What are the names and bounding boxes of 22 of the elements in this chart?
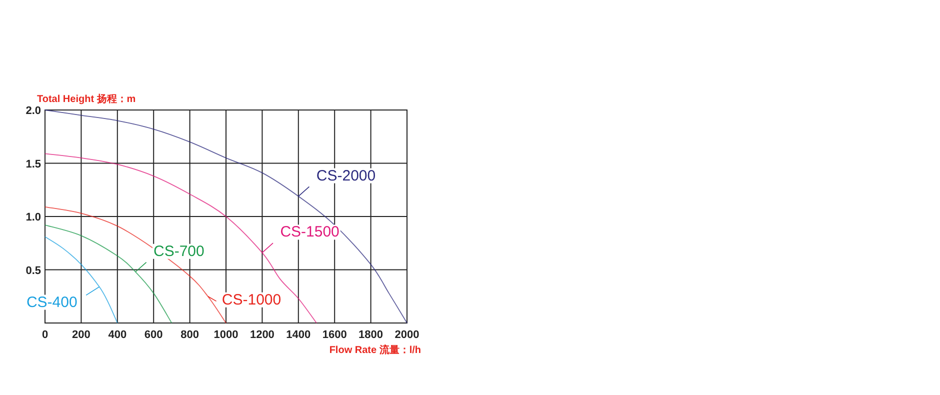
y-tick-label: 1.5 <box>26 158 41 170</box>
x-axis-title: Flow Rate 流量：l/h <box>329 344 421 356</box>
x-tick-label: 800 <box>180 329 199 341</box>
x-tick-label: 400 <box>108 329 127 341</box>
x-tick-label: 1600 <box>322 329 347 341</box>
y-tick-label: 1.0 <box>26 212 41 224</box>
x-tick-label: 200 <box>72 329 90 341</box>
x-tick-label: 1000 <box>214 329 238 341</box>
x-tick-label: 0 <box>42 329 48 341</box>
y-tick-label: 0.5 <box>26 264 41 277</box>
series-label: CS-400 <box>26 294 78 311</box>
series-label: CS-2000 <box>316 167 376 184</box>
x-tick-label: 1800 <box>358 329 384 341</box>
y-axis-title: Total Height 扬程：m <box>37 93 136 105</box>
legend-label: CS-1000 <box>222 291 282 308</box>
x-tick-label: 1400 <box>286 329 311 341</box>
x-tick-label: 1200 <box>250 329 274 341</box>
x-tick-label: 600 <box>144 329 163 341</box>
series-label: CS-1500 <box>280 224 340 241</box>
x-tick-label: 2000 <box>394 329 420 341</box>
y-tick-label: 2.0 <box>26 105 41 117</box>
series-label: CS-700 <box>154 242 204 260</box>
